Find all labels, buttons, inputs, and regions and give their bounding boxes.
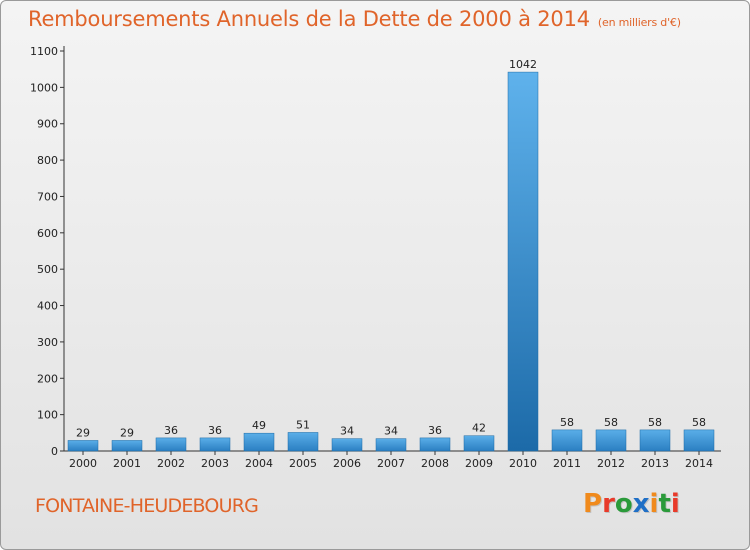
chart-data-labels: 29 29 36 36 49 51 34 34 36 42 1042 58 58 58 58 bbox=[76, 58, 706, 439]
bar-value-label: 36 bbox=[164, 424, 178, 437]
y-tick-label: 100 bbox=[37, 409, 58, 422]
logo-letter: P bbox=[583, 489, 603, 519]
x-tick-label: 2014 bbox=[685, 457, 713, 470]
x-tick-label: 2002 bbox=[157, 457, 185, 470]
bar-2001 bbox=[111, 440, 143, 452]
bar-value-label: 34 bbox=[384, 425, 398, 438]
logo-letter: o bbox=[614, 489, 633, 519]
bar-value-label: 58 bbox=[648, 416, 662, 429]
y-tick-label: 0 bbox=[51, 445, 58, 458]
y-tick-label: 200 bbox=[37, 372, 58, 385]
y-tick-label: 300 bbox=[37, 336, 58, 349]
x-tick-label: 2012 bbox=[597, 457, 625, 470]
bar-value-label: 36 bbox=[208, 424, 222, 437]
bar-value-label: 1042 bbox=[509, 58, 537, 71]
y-tick-label: 1000 bbox=[30, 81, 58, 94]
bar-2002 bbox=[155, 437, 187, 452]
chart-unit: (en milliers d'€) bbox=[597, 16, 681, 29]
x-tick-label: 2011 bbox=[553, 457, 581, 470]
bar-2004 bbox=[243, 432, 275, 452]
y-tick-label: 500 bbox=[37, 263, 58, 276]
x-tick-label: 2007 bbox=[377, 457, 405, 470]
bar-value-label: 58 bbox=[604, 416, 618, 429]
logo-letter: i bbox=[670, 489, 680, 519]
bar-2010 bbox=[507, 71, 539, 452]
bar-2006 bbox=[331, 438, 363, 452]
x-tick-label: 2010 bbox=[509, 457, 537, 470]
bar-value-label: 51 bbox=[296, 418, 310, 431]
chart-bars bbox=[67, 71, 715, 452]
x-tick-label: 2004 bbox=[245, 457, 273, 470]
y-tick-label: 1100 bbox=[30, 45, 58, 58]
bar-2007 bbox=[375, 438, 407, 452]
bar-value-label: 42 bbox=[472, 422, 486, 435]
logo-letter: x bbox=[632, 489, 650, 519]
chart-axes: 0 100 200 300 400 500 600 700 800 900 1000 1100 2000… bbox=[30, 45, 721, 470]
bar-2011 bbox=[551, 429, 583, 452]
chart-title: Remboursements Annuels de la Dette de 20… bbox=[28, 7, 681, 31]
bar-value-label: 36 bbox=[428, 424, 442, 437]
bar-value-label: 49 bbox=[252, 419, 266, 432]
bar-2005 bbox=[287, 432, 319, 452]
y-tick-label: 800 bbox=[37, 154, 58, 167]
bar-value-label: 29 bbox=[120, 426, 134, 439]
town-name: FONTAINE-HEUDEBOURG bbox=[35, 495, 259, 517]
bar-value-label: 58 bbox=[560, 416, 574, 429]
x-tick-label: 2013 bbox=[641, 457, 669, 470]
bar-value-label: 29 bbox=[76, 426, 90, 439]
logo-letter: r bbox=[602, 489, 615, 519]
x-tick-label: 2008 bbox=[421, 457, 449, 470]
bar-2003 bbox=[199, 437, 231, 452]
y-tick-label: 600 bbox=[37, 227, 58, 240]
bar-2008 bbox=[419, 437, 451, 452]
bar-2013 bbox=[639, 429, 671, 452]
x-tick-label: 2001 bbox=[113, 457, 141, 470]
proxiti-logo[interactable]: Proxiti bbox=[583, 489, 680, 519]
y-tick-label: 700 bbox=[37, 190, 58, 203]
logo-letter: t bbox=[658, 489, 671, 519]
y-tick-label: 900 bbox=[37, 118, 58, 131]
x-tick-label: 2000 bbox=[69, 457, 97, 470]
chart-title-text: Remboursements Annuels de la Dette de 20… bbox=[28, 7, 590, 31]
x-tick-label: 2009 bbox=[465, 457, 493, 470]
bar-2009 bbox=[463, 435, 495, 452]
bar-2000 bbox=[67, 440, 99, 452]
x-tick-label: 2005 bbox=[289, 457, 317, 470]
logo-letter: i bbox=[649, 489, 659, 519]
bar-value-label: 58 bbox=[692, 416, 706, 429]
bar-2012 bbox=[595, 429, 627, 452]
bar-value-label: 34 bbox=[340, 425, 354, 438]
bar-2014 bbox=[683, 429, 715, 452]
x-tick-label: 2006 bbox=[333, 457, 361, 470]
y-tick-label: 400 bbox=[37, 300, 58, 313]
x-tick-label: 2003 bbox=[201, 457, 229, 470]
